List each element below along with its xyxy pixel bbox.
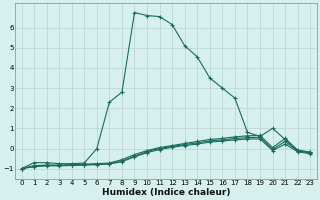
X-axis label: Humidex (Indice chaleur): Humidex (Indice chaleur): [102, 188, 230, 197]
